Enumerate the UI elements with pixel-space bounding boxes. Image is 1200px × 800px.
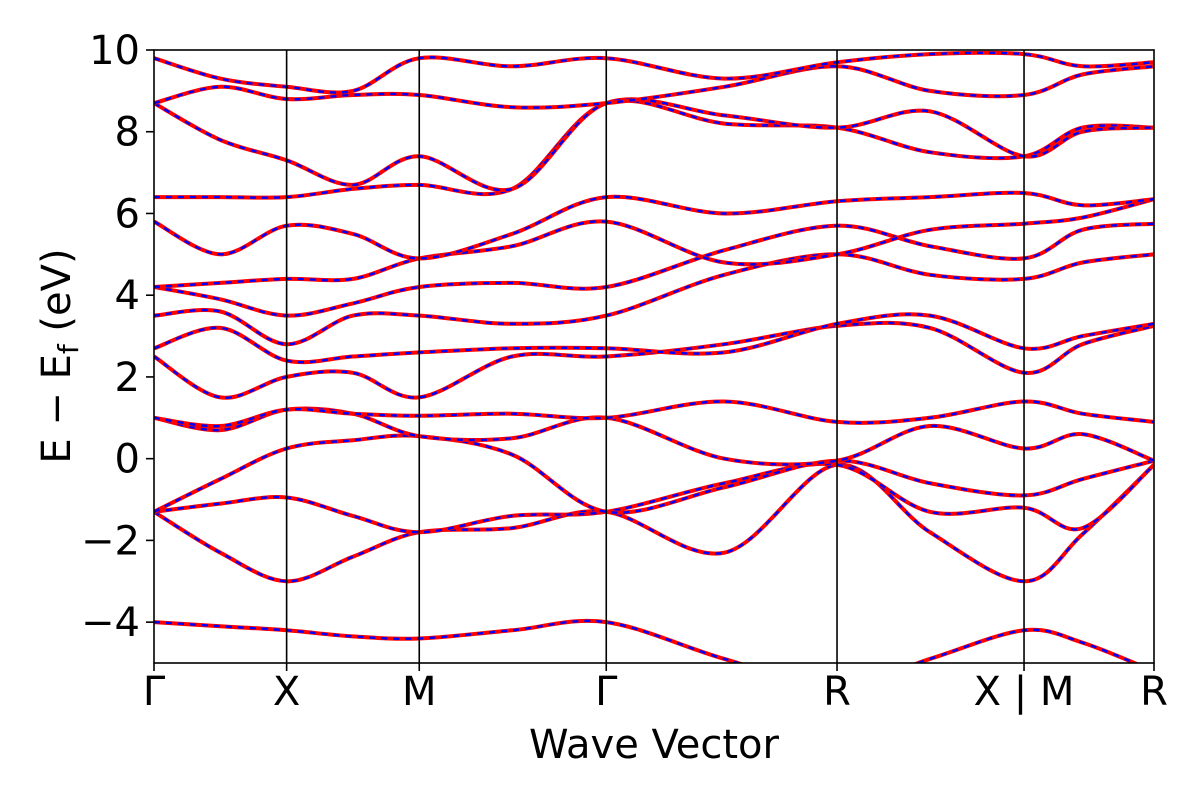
high-symmetry-lines — [285, 50, 1025, 663]
band-line-blue-4 — [154, 407, 1154, 466]
y-tick-label: 2 — [115, 355, 140, 401]
band-line-red-4 — [154, 406, 1154, 467]
y-tick-label: −4 — [81, 600, 140, 646]
x-tick-label: Γ — [595, 669, 618, 715]
band-line-blue-7 — [154, 313, 1154, 364]
band-line-blue-9 — [154, 222, 1154, 317]
y-axis: −4 −2 0 2 4 6 8 10 — [81, 28, 154, 646]
x-tick-label: X | M — [974, 669, 1075, 715]
band-lines — [154, 50, 1154, 663]
band-line-red-15 — [154, 50, 1154, 95]
band-line-blue-2 — [154, 462, 1154, 534]
x-tick-label: R — [823, 669, 851, 715]
band-line-blue-14 — [154, 65, 1154, 109]
band-line-blue-13 — [154, 98, 1154, 192]
band-line-blue-1 — [154, 463, 1154, 583]
y-tick-label: 0 — [115, 437, 140, 483]
band-line-blue-6 — [154, 321, 1154, 399]
y-axis-label-subscript: f — [52, 343, 85, 354]
band-line-red-13 — [154, 97, 1154, 193]
x-tick-label: X — [273, 669, 300, 715]
band-line-blue-5 — [154, 400, 1154, 428]
band-line-red-8 — [154, 252, 1154, 347]
plot-frame — [153, 49, 1155, 664]
x-tick-label: M — [402, 669, 437, 715]
x-tick-label: R — [1140, 669, 1168, 715]
y-tick-label: 10 — [89, 28, 140, 74]
band-line-blue-8 — [154, 253, 1154, 346]
band-line-blue-11 — [154, 191, 1154, 260]
y-axis-label-main: E − E — [34, 354, 80, 464]
band-line-red-2 — [154, 461, 1154, 535]
x-axis-label: Wave Vector — [529, 722, 780, 768]
y-tick-label: 6 — [115, 191, 140, 237]
y-tick-label: 8 — [115, 110, 140, 156]
band-line-blue-10 — [154, 198, 1154, 289]
x-tick-label: Γ — [143, 669, 166, 715]
y-axis-label-unit: (eV) — [34, 248, 80, 344]
x-axis: Γ X M Γ R X | M R — [143, 663, 1168, 715]
band-line-red-5 — [154, 399, 1154, 429]
band-line-blue-15 — [154, 51, 1154, 94]
y-axis-label: E − Ef (eV) — [34, 248, 85, 463]
band-line-blue-3 — [154, 434, 1154, 514]
band-line-red-1 — [154, 462, 1154, 584]
y-tick-label: −2 — [81, 518, 140, 564]
band-line-blue-0 — [154, 619, 1138, 663]
y-tick-label: 4 — [115, 273, 140, 319]
